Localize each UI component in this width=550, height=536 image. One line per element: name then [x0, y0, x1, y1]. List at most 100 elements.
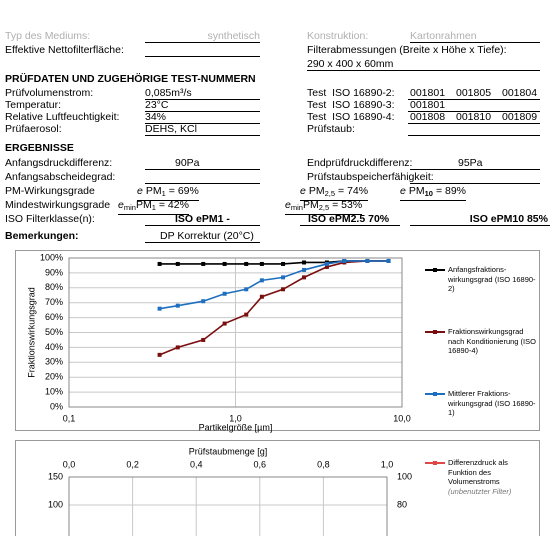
value-line [408, 99, 540, 112]
prefix: e [400, 185, 406, 197]
label: Endprüfdruckdifferenz: [307, 157, 413, 169]
prefix: e [285, 199, 291, 211]
x-tick-label: 1,0 [381, 459, 394, 469]
label: Typ des Mediums: [5, 30, 91, 42]
value: = 42% [158, 199, 189, 211]
data-point [259, 278, 264, 283]
legend-label: Differenzdruck als Funktion des Volumens… [448, 458, 536, 496]
data-point [365, 258, 370, 263]
value-line [408, 123, 540, 136]
label: Prüfaerosol: [5, 123, 62, 135]
label: Relative Luftfeuchtigkeit: [5, 111, 120, 123]
prefix: e [137, 185, 143, 197]
data-point [281, 261, 286, 266]
value: 290 x 400 x 60mm [307, 58, 540, 71]
label: Test ISO 16890-3: [307, 99, 395, 111]
section-title: PRÜFDATEN UND ZUGEHÖRIGE TEST-NUMMERN [5, 73, 256, 85]
section-title: ERGEBNISSE [5, 142, 74, 154]
y-tick-label: 70% [45, 297, 63, 307]
data-point [175, 345, 180, 350]
data-point [324, 261, 329, 266]
value: 23°C [145, 99, 260, 112]
label: Prüfstaubspeicherfähigkeit: [307, 171, 434, 183]
data-point [342, 258, 347, 263]
value: synthetisch [145, 30, 260, 43]
chart-frame [15, 440, 540, 536]
y-tick-label: 100 [48, 499, 63, 509]
y-tick-label: 10% [45, 386, 63, 396]
test-number: 001805 [456, 87, 492, 99]
value: 34% [145, 111, 260, 124]
sub: 2,5 [324, 189, 336, 198]
legend-marker [433, 268, 437, 272]
plot-area [68, 257, 403, 408]
test-number: 001808 [410, 111, 446, 123]
x-tick-label: 1,0 [229, 413, 242, 423]
data-point [302, 275, 307, 280]
y-tick-label: 150 [48, 471, 63, 481]
value-line [145, 171, 260, 184]
value-line [410, 171, 540, 184]
value: = 53% [332, 199, 363, 211]
x-tick-label: 0,8 [317, 459, 330, 469]
test-number: 001810 [456, 111, 492, 123]
y-tick-label: 20% [45, 372, 63, 382]
pm-value: eminPM2,5 = 53% [285, 199, 363, 215]
legend-marker [433, 461, 437, 465]
data-point [175, 303, 180, 308]
label: Mindestwirkungsgrade [5, 199, 111, 211]
test-number: 001801 [410, 87, 446, 99]
value-line [408, 111, 540, 124]
y-tick-label: 0% [50, 401, 63, 411]
test-number: 001809 [502, 111, 538, 123]
x-axis-label: Partikelgröße [µm] [199, 422, 273, 432]
data-point [175, 261, 180, 266]
sub: 10 [424, 189, 433, 198]
data-point [386, 258, 391, 263]
sub: min [290, 203, 303, 212]
pm-value: e PM10 = 89% [400, 185, 467, 201]
x-tick-label: 0,4 [190, 459, 203, 469]
value: DEHS, KCl [145, 123, 260, 136]
data-point [201, 261, 206, 266]
sub: 2,5 [318, 203, 330, 212]
value: DP Korrektur (20°C) [145, 230, 260, 243]
label: Prüfstaub: [307, 123, 355, 135]
name: PM [145, 185, 162, 197]
label: Bemerkungen: [5, 230, 79, 242]
data-point [201, 337, 206, 342]
data-point [157, 306, 162, 311]
value: Kartonrahmen [410, 30, 540, 43]
value-line [408, 87, 540, 100]
value: = 69% [168, 185, 199, 197]
legend-marker [433, 392, 437, 396]
value: ISO ePM2.5 70% [300, 213, 400, 226]
data-point [244, 261, 249, 266]
label: ISO Filterklasse(n): [5, 213, 95, 225]
sub: 1 [161, 189, 166, 198]
data-point [324, 264, 329, 269]
test-number: 001801 [410, 99, 446, 111]
label: Filterabmessungen (Breite x Höhe x Tiefe… [307, 44, 507, 56]
y-tick-label: 50% [45, 327, 63, 337]
value: 95Pa [410, 157, 540, 170]
x-axis-label: Prüfstaubmenge [g] [189, 446, 268, 456]
value: ISO ePM1 - [145, 213, 260, 226]
name: PM [135, 199, 152, 211]
prefix: e [118, 199, 124, 211]
data-point [244, 312, 249, 317]
x-tick-label: 10,0 [393, 413, 411, 423]
sub: 1 [151, 203, 156, 212]
data-point [259, 261, 264, 266]
label: Test ISO 16890-4: [307, 111, 395, 123]
data-point [281, 287, 286, 292]
legend-marker [433, 330, 437, 334]
legend-label: Mittlerer Fraktions-wirkungsgrad (ISO 16… [448, 389, 536, 417]
pm-value: e PM2,5 = 74% [300, 185, 369, 201]
pm-value: eminPM1 = 42% [118, 199, 189, 215]
y-tick-label: 60% [45, 312, 63, 322]
label: Konstruktion: [307, 30, 369, 42]
data-point [222, 321, 227, 326]
